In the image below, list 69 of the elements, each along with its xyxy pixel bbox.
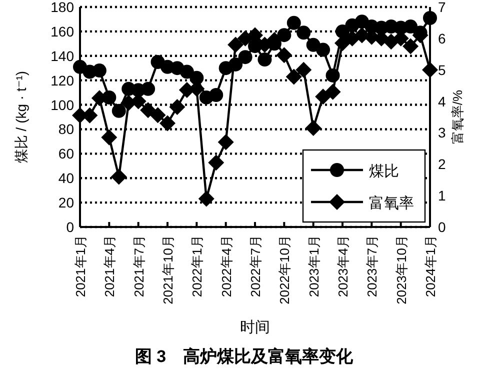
x-tick-label: 2022年4月 — [218, 235, 234, 298]
y2-tick-label: 6 — [438, 30, 446, 46]
x-tick-label: 2023年1月 — [306, 235, 322, 298]
y2-tick-label: 1 — [438, 188, 446, 204]
point — [150, 107, 166, 124]
point — [402, 38, 419, 54]
point — [286, 16, 301, 30]
y-tick-label: 80 — [58, 121, 74, 138]
point — [190, 70, 204, 85]
y2-tick-label: 3 — [438, 124, 446, 141]
y-tick-label: 180 — [50, 0, 74, 15]
y-axis-title: 煤比 / (kg · t⁻¹) — [13, 70, 29, 164]
point — [209, 88, 224, 102]
x-tick-label: 2024年1月 — [423, 235, 438, 298]
y2-tick-label: 0 — [438, 219, 446, 235]
y-tick-label: 60 — [58, 146, 74, 162]
point — [169, 98, 186, 115]
x-tick-label: 2021年10月 — [160, 235, 176, 304]
text: 图 3 高炉煤比及富氧率变化 — [134, 347, 354, 366]
x-axis-title: 时间 — [240, 319, 270, 336]
y-tick-label: 100 — [50, 96, 74, 113]
point — [422, 62, 438, 78]
point — [208, 154, 224, 171]
y2-tick-label: 4 — [438, 93, 446, 110]
point — [160, 115, 176, 132]
point — [92, 64, 106, 78]
point — [404, 20, 418, 34]
point — [286, 68, 302, 85]
y2-tick-label: 7 — [438, 0, 446, 15]
point — [110, 168, 127, 185]
x-tick-label: 2022年10月 — [277, 235, 292, 304]
y2-axis-title: 富氧率/% — [450, 89, 465, 144]
point — [140, 102, 156, 118]
point — [423, 11, 437, 25]
point — [316, 42, 330, 57]
point — [296, 62, 312, 78]
y-tick-label: 160 — [50, 23, 74, 40]
x-tick-label: 2021年1月 — [73, 235, 88, 298]
x-tick-label: 2021年7月 — [131, 235, 146, 298]
y2-tick-label: 2 — [438, 156, 446, 172]
point — [141, 82, 156, 96]
x-tick-label: 2022年7月 — [248, 235, 263, 298]
point — [198, 190, 214, 207]
point — [315, 88, 332, 105]
y-tick-label: 40 — [58, 170, 74, 186]
legend-label: 富氧率 — [369, 195, 414, 212]
y-tick-label: 0 — [66, 219, 74, 235]
point — [296, 26, 311, 40]
point — [228, 36, 244, 53]
legend-label: 煤比 — [369, 163, 399, 180]
point — [180, 64, 194, 79]
point — [258, 52, 272, 67]
x-tick-label: 2023年4月 — [336, 235, 350, 298]
y-tick-label: 20 — [58, 194, 74, 211]
y-tick-label: 140 — [50, 48, 74, 64]
point — [277, 28, 292, 42]
point — [218, 134, 234, 150]
y2-tick-label: 5 — [438, 62, 446, 78]
x-tick-label: 2023年7月 — [364, 235, 380, 298]
point — [276, 47, 292, 64]
point — [238, 50, 252, 64]
x-tick-label: 2022年1月 — [190, 235, 205, 298]
point — [101, 129, 118, 146]
y-tick-label: 120 — [50, 72, 74, 88]
point — [112, 104, 126, 118]
point — [305, 120, 322, 136]
point — [324, 84, 341, 100]
x-tick-label: 2021年4月 — [102, 235, 118, 298]
x-tick-label: 2023年10月 — [394, 235, 409, 304]
